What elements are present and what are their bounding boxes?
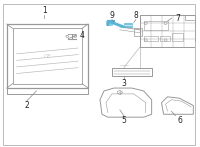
Text: 1: 1 [42, 6, 47, 15]
Bar [144, 36, 158, 41]
Bar [112, 68, 152, 76]
Text: 3: 3 [121, 79, 126, 88]
Bar [172, 33, 183, 41]
Text: OE: OE [43, 54, 51, 59]
Text: 2: 2 [24, 101, 29, 110]
Text: 9: 9 [109, 11, 114, 20]
Text: 8: 8 [133, 11, 138, 20]
Text: 4: 4 [80, 31, 85, 40]
Text: 5: 5 [121, 116, 126, 125]
Text: 7: 7 [175, 14, 180, 23]
Bar [144, 21, 168, 30]
Bar [106, 21, 112, 25]
Bar [134, 28, 142, 36]
Text: 6: 6 [177, 116, 182, 125]
Bar [160, 36, 170, 41]
Bar [124, 23, 132, 27]
Bar [140, 15, 195, 47]
